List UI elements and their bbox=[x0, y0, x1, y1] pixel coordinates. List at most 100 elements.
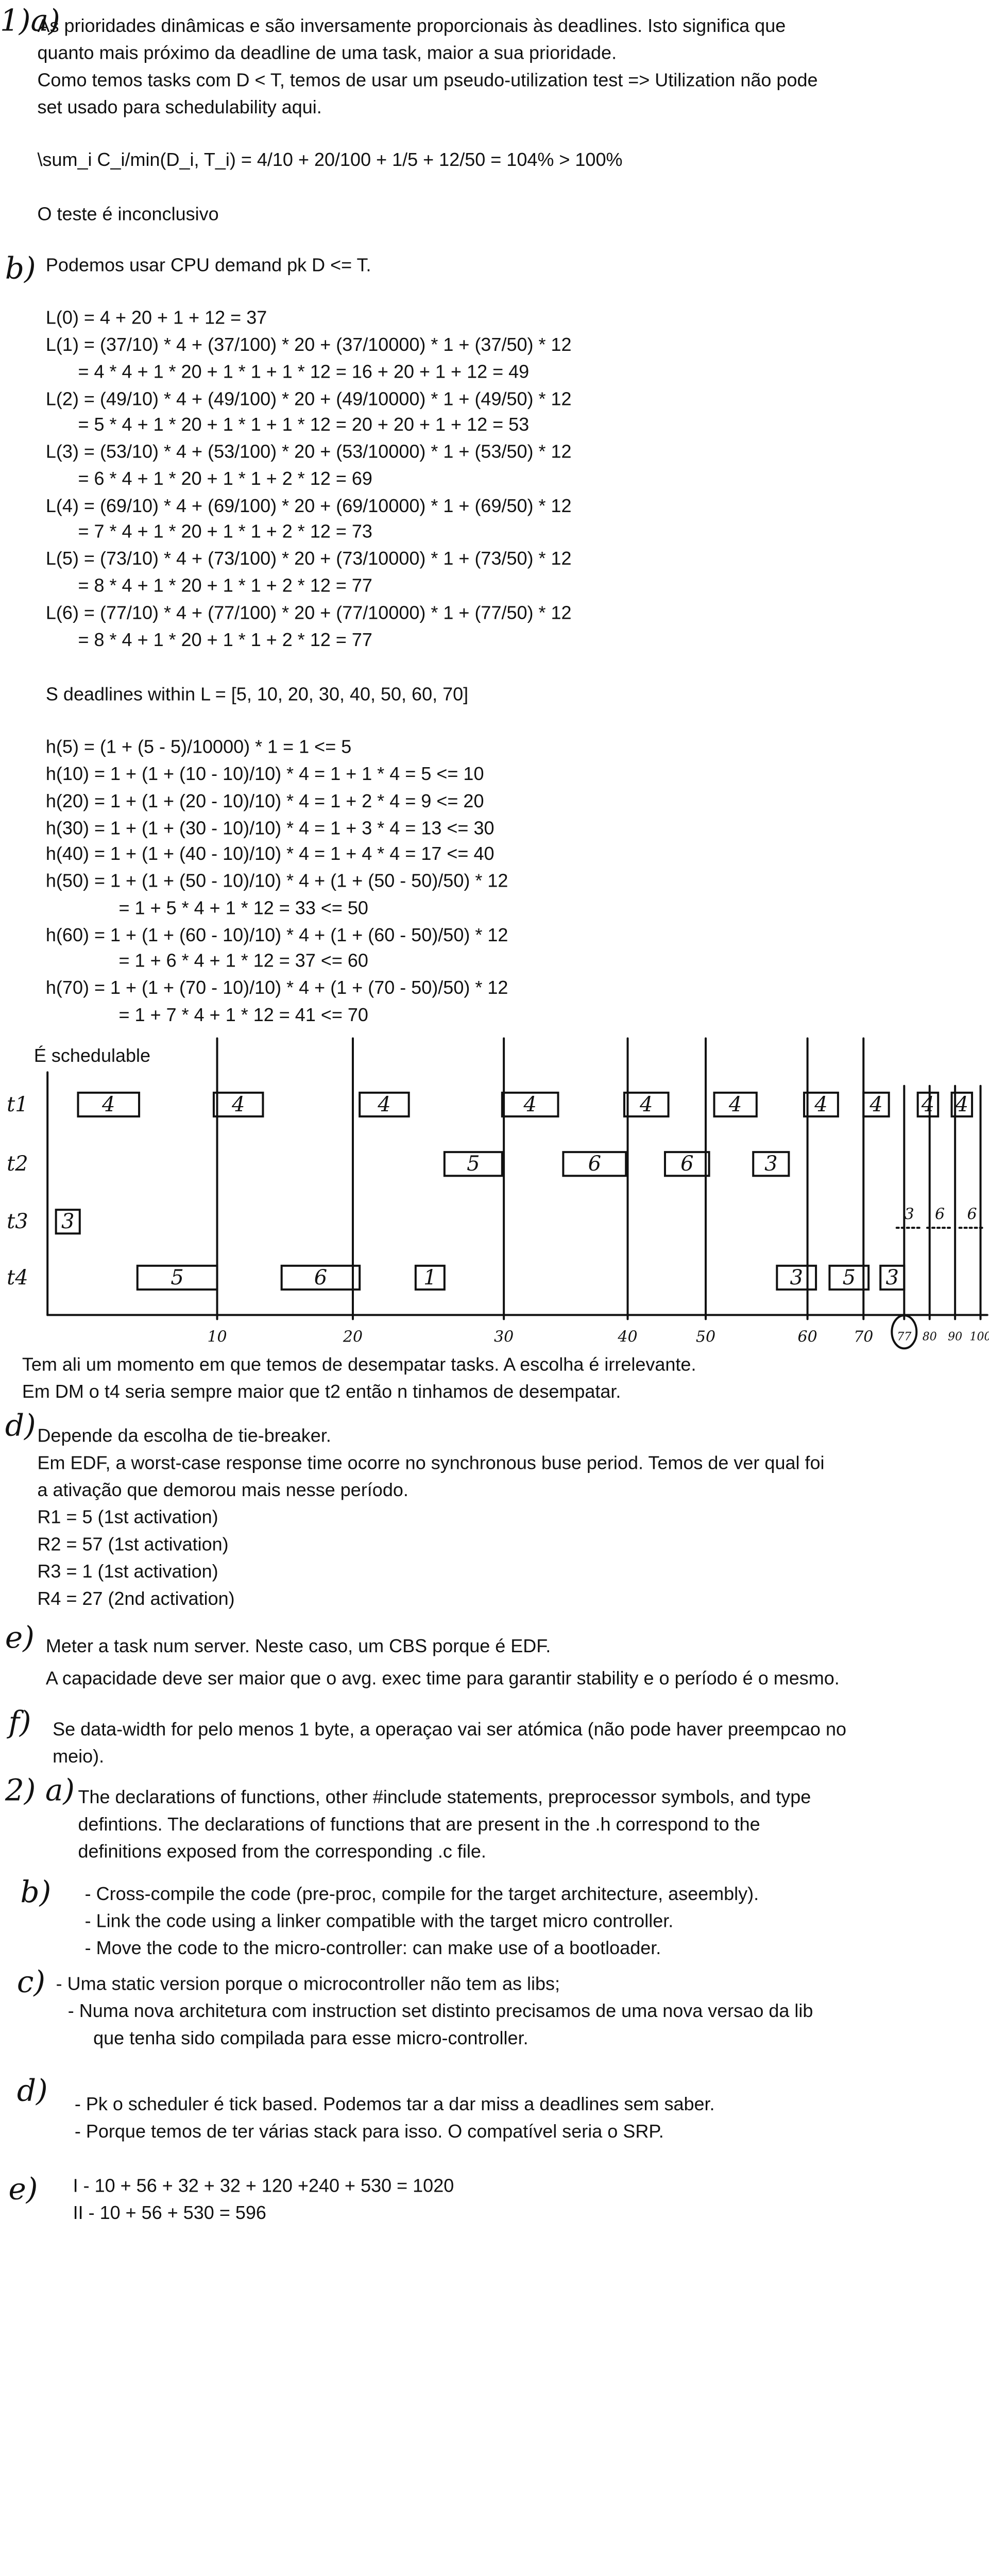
text-line: R1 = 5 (1st activation) bbox=[37, 1506, 218, 1528]
exec-box bbox=[55, 1209, 81, 1235]
text-line: O teste é inconclusivo bbox=[37, 203, 218, 224]
exec-box bbox=[136, 1264, 218, 1291]
box-label: 4 bbox=[101, 1093, 115, 1116]
box-label: 5 bbox=[467, 1152, 480, 1176]
section-marker: d) bbox=[17, 2073, 48, 2108]
text-line: L(1) = (37/10) * 4 + (37/100) * 20 + (37… bbox=[46, 334, 572, 355]
exec-box bbox=[359, 1091, 410, 1117]
exec-box bbox=[803, 1091, 839, 1117]
text-line: Se data-width for pelo menos 1 byte, a o… bbox=[53, 1718, 846, 1739]
text-line: L(3) = (53/10) * 4 + (53/100) * 20 + (53… bbox=[46, 441, 572, 462]
axis-label: 70 bbox=[854, 1328, 873, 1346]
exec-box bbox=[916, 1091, 940, 1117]
text-line: R2 = 57 (1st activation) bbox=[37, 1533, 228, 1554]
text-line: As prioridades dinâmicas e são inversame… bbox=[37, 15, 786, 36]
task-label: t4 bbox=[7, 1266, 28, 1290]
text-line: = 8 * 4 + 1 * 20 + 1 * 1 + 2 * 12 = 77 bbox=[78, 575, 372, 596]
box-label: 4 bbox=[231, 1093, 245, 1116]
slot-label: 3 bbox=[905, 1206, 914, 1224]
text-line: - Move the code to the micro-controller:… bbox=[85, 1937, 661, 1958]
text-line: h(40) = 1 + (1 + (40 - 10)/10) * 4 = 1 +… bbox=[46, 843, 494, 864]
section-marker: b) bbox=[5, 250, 36, 285]
text-line: Como temos tasks com D < T, temos de usa… bbox=[37, 69, 817, 90]
exec-box bbox=[280, 1264, 361, 1291]
text-line: The declarations of functions, other #in… bbox=[78, 1786, 811, 1807]
text-line: h(5) = (1 + (5 - 5)/10000) * 1 = 1 <= 5 bbox=[46, 736, 351, 757]
section-marker: e) bbox=[8, 2171, 38, 2206]
text-line: - Uma static version porque o microcontr… bbox=[56, 1973, 560, 1994]
text-line: h(20) = 1 + (1 + (20 - 10)/10) * 4 = 1 +… bbox=[46, 790, 484, 811]
text-line: É schedulable bbox=[34, 1045, 150, 1066]
box-label: 6 bbox=[314, 1266, 327, 1290]
circle-mark bbox=[891, 1314, 918, 1350]
text-line: quanto mais próximo da deadline de uma t… bbox=[37, 42, 617, 63]
text-line: = 1 + 7 * 4 + 1 * 12 = 41 <= 70 bbox=[119, 1004, 368, 1025]
axis-label: 90 bbox=[948, 1331, 962, 1344]
text-line: S deadlines within L = [5, 10, 20, 30, 4… bbox=[46, 683, 468, 704]
text-line: L(0) = 4 + 20 + 1 + 12 = 37 bbox=[46, 307, 267, 328]
text-line: = 8 * 4 + 1 * 20 + 1 * 1 + 2 * 12 = 77 bbox=[78, 629, 372, 650]
text-line: = 6 * 4 + 1 * 20 + 1 * 1 + 2 * 12 = 69 bbox=[78, 468, 372, 489]
box-label: 4 bbox=[523, 1093, 536, 1116]
exec-box bbox=[752, 1151, 790, 1177]
box-label: 6 bbox=[680, 1152, 693, 1176]
box-label: 4 bbox=[728, 1093, 742, 1116]
box-label: 3 bbox=[790, 1266, 803, 1290]
box-label: 3 bbox=[61, 1210, 74, 1233]
box-label: 4 bbox=[955, 1093, 968, 1116]
axis-label: 80 bbox=[923, 1331, 937, 1344]
text-line: = 1 + 5 * 4 + 1 * 12 = 33 <= 50 bbox=[119, 897, 368, 918]
text-line: Podemos usar CPU demand pk D <= T. bbox=[46, 254, 371, 275]
exec-box bbox=[562, 1151, 627, 1177]
text-line: - Pk o scheduler é tick based. Podemos t… bbox=[75, 2093, 715, 2114]
task-label: t3 bbox=[7, 1210, 28, 1233]
task-label: t1 bbox=[7, 1093, 28, 1116]
exec-box bbox=[443, 1151, 503, 1177]
box-label: 1 bbox=[423, 1266, 436, 1290]
axis-label: 50 bbox=[696, 1328, 715, 1346]
exec-box bbox=[713, 1091, 758, 1117]
text-line: = 1 + 6 * 4 + 1 * 12 = 37 <= 60 bbox=[119, 950, 368, 971]
exec-box bbox=[828, 1264, 870, 1291]
text-line: Tem ali um momento em que temos de desem… bbox=[22, 1353, 696, 1375]
text-line: = 4 * 4 + 1 * 20 + 1 * 1 + 1 * 12 = 16 +… bbox=[78, 361, 529, 382]
axis-label: 77 bbox=[897, 1331, 911, 1344]
text-line: - Cross-compile the code (pre-proc, comp… bbox=[85, 1883, 759, 1904]
box-label: 4 bbox=[921, 1093, 934, 1116]
slot-label: 6 bbox=[935, 1206, 945, 1224]
box-label: 6 bbox=[588, 1152, 601, 1176]
exec-box bbox=[501, 1091, 559, 1117]
box-label: 5 bbox=[170, 1266, 183, 1290]
text-line: = 7 * 4 + 1 * 20 + 1 * 1 + 2 * 12 = 73 bbox=[78, 520, 372, 541]
text-line: = 5 * 4 + 1 * 20 + 1 * 1 + 1 * 12 = 20 +… bbox=[78, 414, 529, 435]
exec-box bbox=[862, 1091, 890, 1117]
box-label: 4 bbox=[869, 1093, 882, 1116]
exec-box bbox=[879, 1264, 906, 1291]
text-line: Meter a task num server. Neste caso, um … bbox=[46, 1635, 551, 1656]
text-line: A capacidade deve ser maior que o avg. e… bbox=[46, 1668, 840, 1689]
axis-label: 100 bbox=[970, 1331, 989, 1344]
text-line: - Link the code using a linker compatibl… bbox=[85, 1910, 674, 1931]
exec-box bbox=[950, 1091, 974, 1117]
text-line: h(70) = 1 + (1 + (70 - 10)/10) * 4 + (1 … bbox=[46, 977, 508, 998]
section-marker: f) bbox=[6, 1705, 31, 1740]
text-line: que tenha sido compilada para esse micro… bbox=[93, 2027, 528, 2048]
box-label: 4 bbox=[639, 1093, 653, 1116]
box-label: 3 bbox=[764, 1152, 777, 1176]
text-line: h(30) = 1 + (1 + (30 - 10)/10) * 4 = 1 +… bbox=[46, 818, 494, 839]
axis-label: 20 bbox=[343, 1328, 363, 1346]
task-label: t2 bbox=[7, 1152, 28, 1176]
text-line: L(5) = (73/10) * 4 + (73/100) * 20 + (73… bbox=[46, 548, 572, 569]
text-line: h(10) = 1 + (1 + (10 - 10)/10) * 4 = 1 +… bbox=[46, 763, 484, 784]
text-line: R4 = 27 (2nd activation) bbox=[37, 1588, 234, 1609]
text-line: - Porque temos de ter várias stack para … bbox=[75, 2121, 664, 2142]
text-line: Em DM o t4 seria sempre maior que t2 ent… bbox=[22, 1381, 621, 1402]
text-line: L(6) = (77/10) * 4 + (77/100) * 20 + (77… bbox=[46, 602, 572, 623]
section-marker: 1)a) bbox=[0, 3, 60, 38]
exec-box bbox=[776, 1264, 817, 1291]
exec-box bbox=[414, 1264, 446, 1291]
box-label: 4 bbox=[377, 1093, 390, 1116]
section-marker: b) bbox=[21, 1874, 52, 1909]
